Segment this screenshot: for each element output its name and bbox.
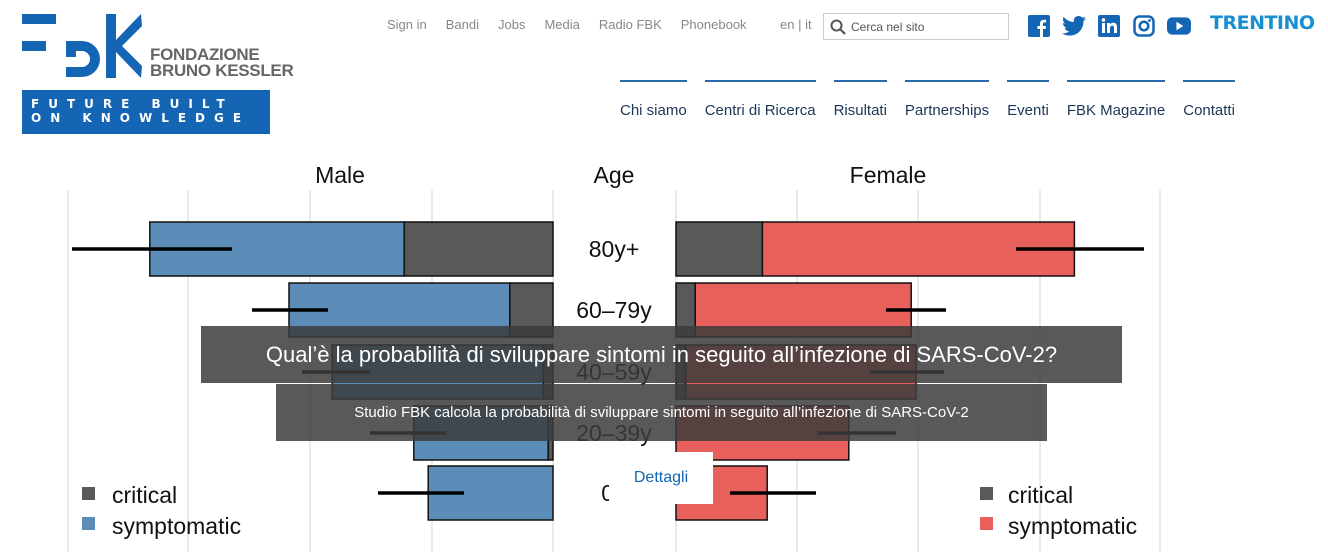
linkedin-icon[interactable] xyxy=(1097,14,1121,38)
legend-left-symptomatic: symptomatic xyxy=(112,513,241,539)
instagram-icon[interactable] xyxy=(1132,14,1156,38)
dettagli-button[interactable]: Dettagli xyxy=(609,452,713,504)
search-box xyxy=(823,13,1009,40)
link-media[interactable]: Media xyxy=(544,17,580,32)
logo-text: FONDAZIONE BRUNO KESSLER xyxy=(150,45,294,80)
nav-fbk-magazine[interactable]: FBK Magazine xyxy=(1066,80,1166,119)
link-radio-fbk[interactable]: Radio FBK xyxy=(598,17,662,32)
bar-female-critical xyxy=(675,221,764,277)
legend-left-critical-swatch xyxy=(82,487,95,500)
trentino-logo[interactable]: TRENTINO xyxy=(1210,12,1315,34)
age-tick-label: 80y+ xyxy=(589,236,640,262)
chart-title-age: Age xyxy=(594,162,635,188)
chart-title-female: Female xyxy=(850,162,927,188)
chart-title-male: Male xyxy=(315,162,365,188)
legend-right-critical-swatch xyxy=(980,487,993,500)
nav-contatti[interactable]: Contatti xyxy=(1183,80,1235,119)
lang-separator: | xyxy=(798,17,802,32)
top-links: Sign in Bandi Jobs Media Radio FBK Phone… xyxy=(387,17,766,32)
link-sign-in[interactable]: Sign in xyxy=(387,17,427,32)
tagline-line-1: FUTURE BUILT xyxy=(31,97,234,111)
lang-it[interactable]: it xyxy=(805,17,812,32)
link-phonebook[interactable]: Phonebook xyxy=(680,17,747,32)
legend-right-symptomatic: symptomatic xyxy=(1008,513,1137,539)
logo-line-2: BRUNO KESSLER xyxy=(150,61,294,80)
fbk-logo-mark xyxy=(22,14,142,78)
link-jobs[interactable]: Jobs xyxy=(498,17,526,32)
hero-subtitle: Studio FBK calcola la probabilità di svi… xyxy=(276,384,1047,441)
bar-male-critical xyxy=(403,221,554,277)
logo-line-1: FONDAZIONE xyxy=(150,45,260,64)
legend-right-critical: critical xyxy=(1008,482,1073,508)
youtube-icon[interactable] xyxy=(1167,14,1191,38)
nav-risultati[interactable]: Risultati xyxy=(833,80,887,119)
nav-eventi[interactable]: Eventi xyxy=(1007,80,1049,119)
tagline-line-2: ON KNOWLEDGE xyxy=(31,111,251,125)
legend-right-symptomatic-swatch xyxy=(980,517,993,530)
nav-centri-di-ricerca[interactable]: Centri di Ricerca xyxy=(704,80,816,119)
lang-en[interactable]: en xyxy=(780,17,795,32)
language-switch: en | it xyxy=(780,17,812,32)
trentino-logo-text: TRENTINO xyxy=(1210,12,1315,34)
hero-title: Qual’è la probabilità di sviluppare sint… xyxy=(201,326,1122,383)
facebook-icon[interactable] xyxy=(1027,14,1051,38)
legend-left-critical: critical xyxy=(112,482,177,508)
age-tick-label: 60–79y xyxy=(576,297,652,323)
nav-chi-siamo[interactable]: Chi siamo xyxy=(620,80,687,119)
search-icon[interactable] xyxy=(830,19,846,35)
tagline: FUTURE BUILT ON KNOWLEDGE xyxy=(22,90,270,134)
legend-left-symptomatic-swatch xyxy=(82,517,95,530)
link-bandi[interactable]: Bandi xyxy=(445,17,479,32)
twitter-icon[interactable] xyxy=(1062,14,1086,38)
main-nav: Chi siamo Centri di Ricerca Risultati Pa… xyxy=(611,80,1244,119)
social-icons xyxy=(1027,14,1191,38)
search-input[interactable] xyxy=(851,19,1001,34)
nav-partnerships[interactable]: Partnerships xyxy=(904,80,990,119)
